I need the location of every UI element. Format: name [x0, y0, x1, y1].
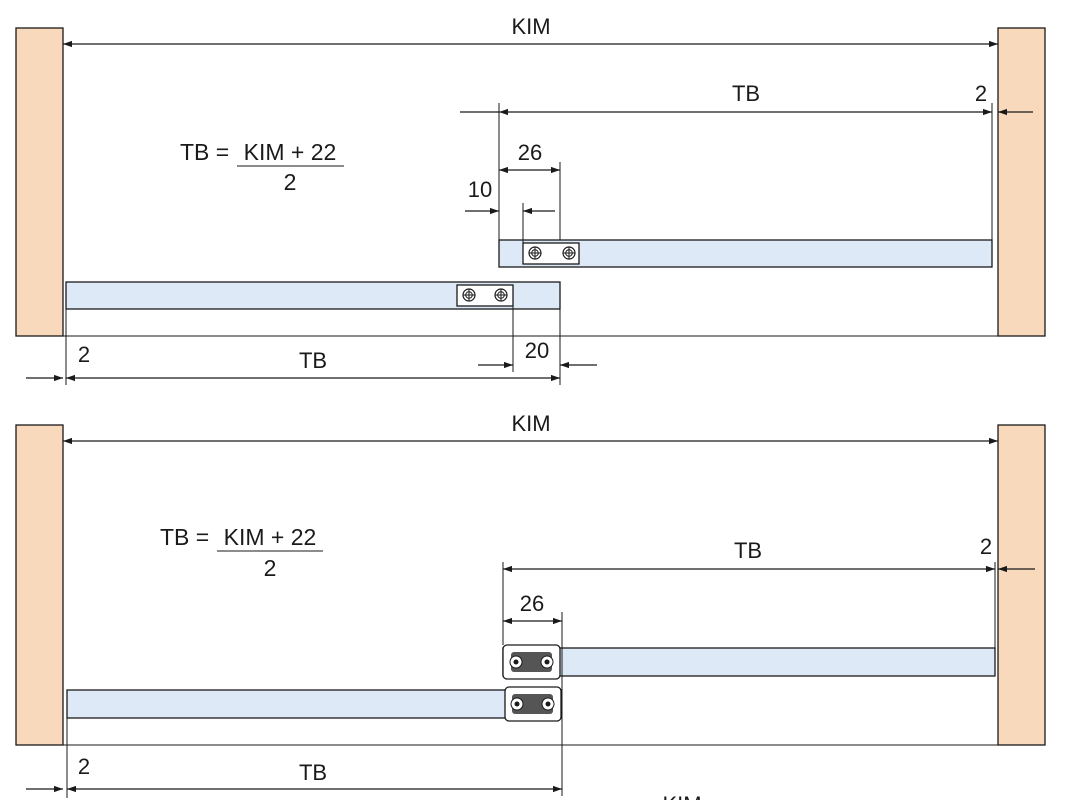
left-gap-label: 2: [78, 754, 90, 779]
svg-text:KIM + 22: KIM + 22: [224, 524, 317, 550]
right-tb-label: TB: [732, 81, 760, 106]
left-tb-label: TB: [299, 760, 327, 785]
svg-text:TB =: TB =: [180, 139, 229, 165]
right-tb-label: TB: [734, 538, 762, 563]
offset-20-label: 20: [525, 338, 549, 363]
screw-icon: [494, 288, 508, 302]
inset-10-label: 10: [468, 177, 492, 202]
partial-kim-label: KIM: [662, 792, 701, 800]
left-rail: [66, 689, 562, 719]
svg-text:KIM + 22: KIM + 22: [244, 139, 337, 165]
right-cabinet-side: [997, 424, 1046, 746]
screw-icon: [562, 246, 576, 260]
left-tb-label: TB: [299, 348, 327, 373]
length-formula: TB = KIM + 22 2: [160, 524, 323, 581]
offset-26-label: 26: [518, 140, 542, 165]
screw-icon: [528, 246, 542, 260]
right-gap-label: 2: [980, 534, 992, 559]
offset-26-label: 26: [520, 591, 544, 616]
left-gap-label: 2: [78, 342, 90, 367]
left-cabinet-side: [15, 424, 64, 746]
top-diagram: KIM TB = KIM + 22 2 TB 2 26 10: [15, 14, 1046, 385]
right-rail: [502, 647, 996, 677]
svg-text:TB =: TB =: [160, 524, 209, 550]
right-rail: [498, 239, 993, 268]
svg-text:2: 2: [284, 169, 297, 195]
left-clip-bracket: [504, 686, 562, 722]
length-formula: TB = KIM + 22 2: [180, 139, 344, 195]
kim-label: KIM: [511, 411, 550, 436]
right-clip-bracket: [502, 644, 561, 680]
right-gap-label: 2: [975, 81, 987, 106]
left-cabinet-side: [15, 27, 64, 337]
bottom-diagram: KIM TB = KIM + 22 2 TB 2 26: [15, 411, 1046, 800]
screw-icon: [462, 288, 476, 302]
right-cabinet-side: [997, 27, 1046, 337]
svg-text:2: 2: [264, 555, 277, 581]
kim-label: KIM: [511, 14, 550, 39]
